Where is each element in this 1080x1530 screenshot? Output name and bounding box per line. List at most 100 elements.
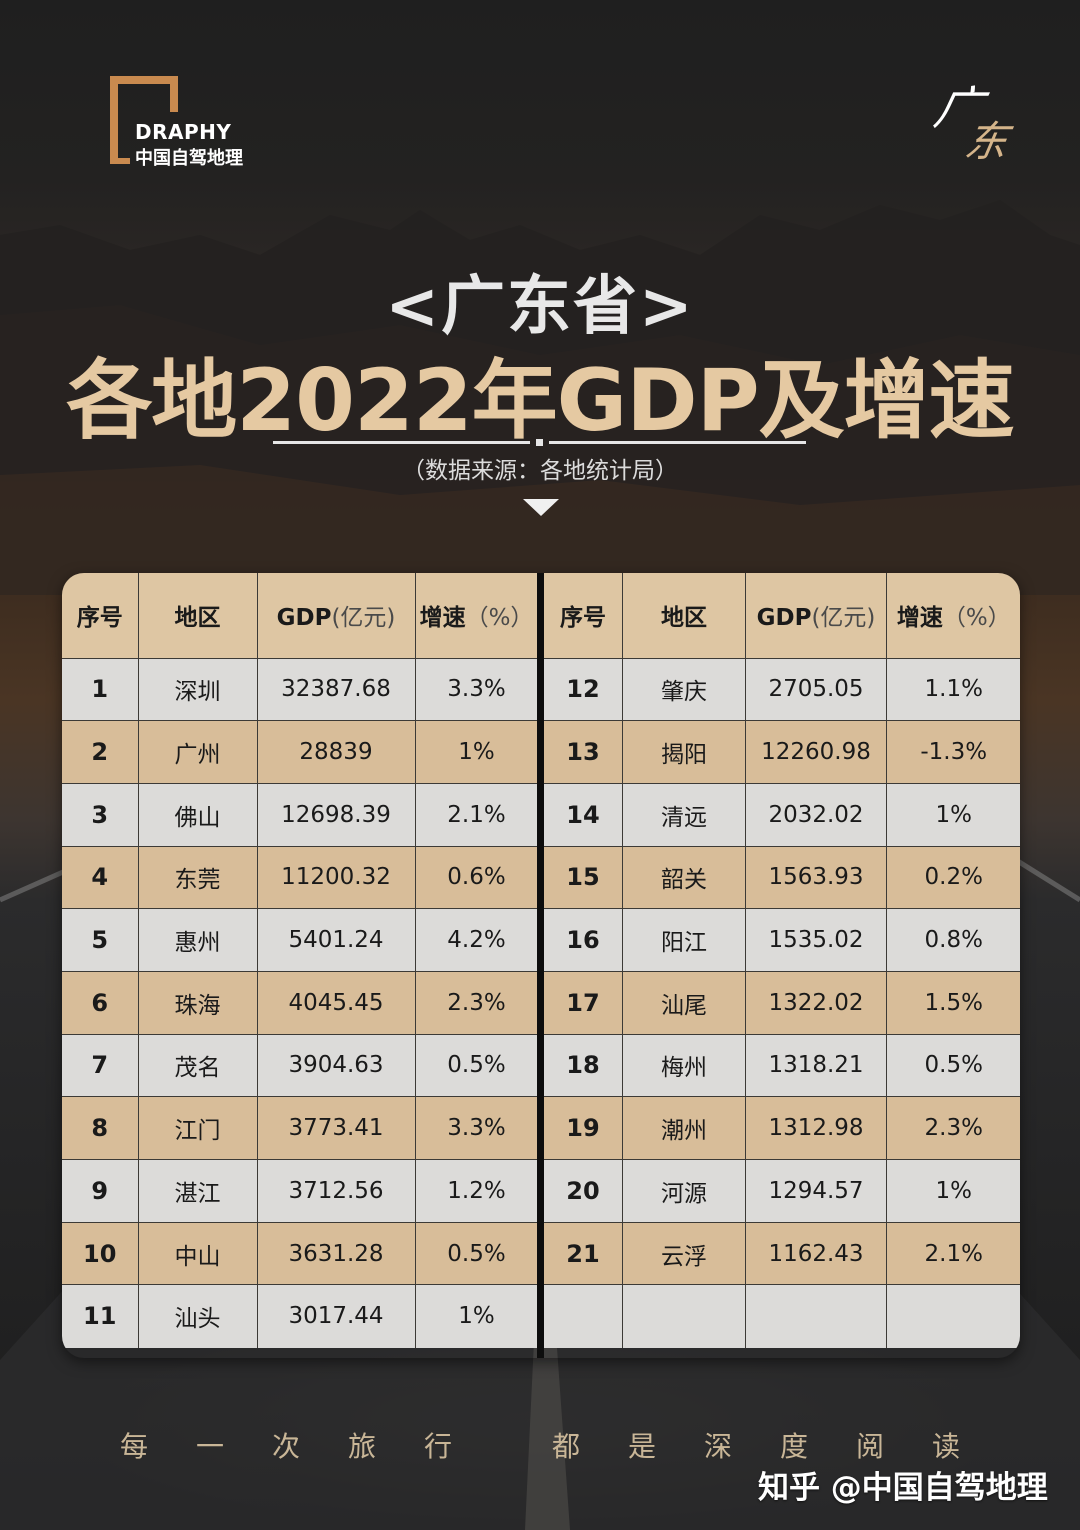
table-row	[543, 1284, 1020, 1348]
cell-gdp: 28839	[256, 720, 416, 784]
table-row: 8 江门 3773.41 3.3%	[62, 1096, 539, 1160]
mountain-silhouette	[0, 200, 1080, 595]
cell-index: 17	[543, 970, 623, 1035]
cell-gdp: 2032.02	[745, 782, 887, 847]
data-source-note: （数据来源：各地统计局）	[402, 458, 678, 484]
column-header-region: 地区	[622, 573, 746, 659]
cell-region: 揭阳	[622, 720, 746, 784]
cell-region: 汕尾	[622, 970, 746, 1035]
cell-gdp: 3631.28	[256, 1221, 416, 1286]
cell-growth: 0.5%	[886, 1033, 1020, 1098]
table-row: 9 湛江 3712.56 1.2%	[62, 1159, 539, 1223]
cell-growth: 1.2%	[414, 1159, 539, 1223]
cell-region: 肇庆	[622, 657, 746, 722]
cell-index: 11	[62, 1284, 139, 1348]
cell-index: 18	[543, 1033, 623, 1098]
slogan-char: 旅	[348, 1430, 377, 1463]
cell-index: 10	[62, 1221, 139, 1286]
column-header-gdp: GDP(亿元)	[256, 573, 416, 659]
table-row: 6 珠海 4045.45 2.3%	[62, 970, 539, 1035]
cell-growth: 0.5%	[414, 1033, 539, 1098]
cell-gdp	[745, 1284, 887, 1348]
cell-gdp: 1535.02	[745, 908, 887, 972]
slogan-char: 每	[120, 1430, 149, 1463]
table-row: 11 汕头 3017.44 1%	[62, 1284, 539, 1348]
cell-growth: 1.5%	[886, 970, 1020, 1035]
cell-growth: 2.3%	[886, 1096, 1020, 1160]
cell-gdp: 1322.02	[745, 970, 887, 1035]
gdp-table: 序号 地区 GDP(亿元) 增速（%） 1 深圳 32387.68 3.3% 2 广州 28…	[62, 573, 1020, 1358]
cell-index: 5	[62, 908, 139, 972]
table-header-row: 序号 地区 GDP(亿元) 增速（%）	[543, 573, 1020, 659]
cell-region: 潮州	[622, 1096, 746, 1160]
cell-index: 15	[543, 845, 623, 910]
cell-region: 中山	[137, 1221, 258, 1286]
table-row: 12 肇庆 2705.05 1.1%	[543, 657, 1020, 722]
cell-region: 湛江	[137, 1159, 258, 1223]
cell-growth: 0.2%	[886, 845, 1020, 910]
slogan-char: 次	[272, 1430, 301, 1463]
cell-growth: 1%	[414, 1284, 539, 1348]
cell-gdp: 3712.56	[256, 1159, 416, 1223]
cell-growth: 4.2%	[414, 908, 539, 972]
table-row: 16 阳江 1535.02 0.8%	[543, 908, 1020, 972]
cell-index: 6	[62, 970, 139, 1035]
cell-region: 珠海	[137, 970, 258, 1035]
cell-gdp: 2705.05	[745, 657, 887, 722]
slogan-char: 是	[628, 1430, 657, 1463]
cell-region: 广州	[137, 720, 258, 784]
cell-region: 阳江	[622, 908, 746, 972]
table-row: 4 东莞 11200.32 0.6%	[62, 845, 539, 910]
cell-gdp: 11200.32	[256, 845, 416, 910]
column-header-index: 序号	[543, 573, 623, 659]
cell-region: 江门	[137, 1096, 258, 1160]
gdp-table-left-half: 序号 地区 GDP(亿元) 增速（%） 1 深圳 32387.68 3.3% 2 广州 28…	[62, 573, 539, 1358]
cell-index: 8	[62, 1096, 139, 1160]
cell-growth: 1%	[414, 720, 539, 784]
slogan: 每一次旅行都是深度阅读	[0, 1425, 1080, 1465]
slogan-char: 读	[932, 1430, 961, 1463]
cell-gdp: 3904.63	[256, 1033, 416, 1098]
table-row: 2 广州 28839 1%	[62, 720, 539, 784]
table-row: 3 佛山 12698.39 2.1%	[62, 782, 539, 847]
page-title: 各地2022年GDP及增速	[66, 351, 1014, 451]
table-row: 19 潮州 1312.98 2.3%	[543, 1096, 1020, 1160]
cell-region: 云浮	[622, 1221, 746, 1286]
cell-index: 19	[543, 1096, 623, 1160]
cell-gdp: 32387.68	[256, 657, 416, 722]
cell-index: 20	[543, 1159, 623, 1223]
down-arrow-icon	[523, 499, 559, 516]
cell-region: 清远	[622, 782, 746, 847]
slogan-char: 一	[196, 1430, 225, 1463]
cell-growth: 1.1%	[886, 657, 1020, 722]
cell-gdp: 3017.44	[256, 1284, 416, 1348]
cell-growth: 1%	[886, 1159, 1020, 1223]
cell-index: 7	[62, 1033, 139, 1098]
cell-growth: 2.1%	[414, 782, 539, 847]
cell-index: 12	[543, 657, 623, 722]
cell-gdp: 3773.41	[256, 1096, 416, 1160]
cell-index: 4	[62, 845, 139, 910]
table-row: 18 梅州 1318.21 0.5%	[543, 1033, 1020, 1098]
zhihu-watermark: 知乎 @中国自驾地理	[758, 1470, 1048, 1506]
cell-index: 1	[62, 657, 139, 722]
table-header-row: 序号 地区 GDP(亿元) 增速（%）	[62, 573, 539, 659]
column-header-index: 序号	[62, 573, 139, 659]
logo-frame-icon	[110, 76, 178, 164]
cell-region: 惠州	[137, 908, 258, 972]
title-divider-dot	[536, 439, 543, 446]
cell-region: 东莞	[137, 845, 258, 910]
cell-growth: 2.1%	[886, 1221, 1020, 1286]
cell-growth: 3.3%	[414, 657, 539, 722]
table-row: 15 韶关 1563.93 0.2%	[543, 845, 1020, 910]
slogan-char: 行	[424, 1430, 453, 1463]
slogan-char: 度	[780, 1430, 809, 1463]
cell-region: 河源	[622, 1159, 746, 1223]
cell-gdp: 12698.39	[256, 782, 416, 847]
cell-index	[543, 1284, 623, 1348]
title-divider-right	[549, 441, 806, 444]
logo-brand-en: DRAPHY	[135, 120, 232, 144]
gdp-table-right-half: 序号 地区 GDP(亿元) 增速（%） 12 肇庆 2705.05 1.1% 13 揭阳 1…	[543, 573, 1020, 1358]
logo-brand-cn: 中国自驾地理	[135, 148, 243, 169]
slogan-char: 阅	[856, 1430, 885, 1463]
